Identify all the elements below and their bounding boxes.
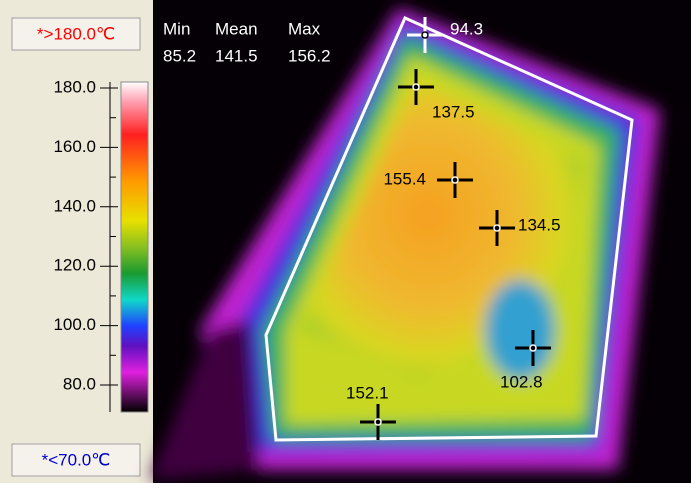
stat-header: Max — [288, 19, 321, 38]
marker-label: 137.5 — [432, 102, 475, 121]
marker-label: 152.1 — [346, 383, 389, 402]
scale-tick-label: 180.0 — [53, 77, 96, 96]
stat-value: 156.2 — [288, 46, 331, 65]
stat-header: Mean — [215, 19, 258, 38]
stat-value: 85.2 — [163, 46, 196, 65]
max-label: *>180.0℃ — [37, 24, 115, 43]
marker-label: 155.4 — [383, 169, 426, 188]
marker-label: 102.8 — [500, 372, 543, 391]
scale-tick-label: 100.0 — [53, 315, 96, 334]
stat-header: Min — [163, 19, 190, 38]
thermal-viewer: *>180.0℃ *<70.0℃ 180.0 160.0 140.0 120.0 100… — [0, 0, 691, 483]
stat-value: 141.5 — [215, 46, 258, 65]
scale-tick-label: 80.0 — [63, 374, 96, 393]
marker-label: 94.3 — [450, 19, 483, 38]
scale-tick-label: 120.0 — [53, 256, 96, 275]
scale-tick-label: 140.0 — [53, 196, 96, 215]
scale-tick-label: 160.0 — [53, 137, 96, 156]
color-bar — [121, 82, 148, 412]
marker-label: 134.5 — [518, 215, 561, 234]
page: *>180.0℃ *<70.0℃ 180.0 160.0 140.0 120.0 100… — [0, 0, 691, 488]
min-label: *<70.0℃ — [42, 450, 111, 469]
